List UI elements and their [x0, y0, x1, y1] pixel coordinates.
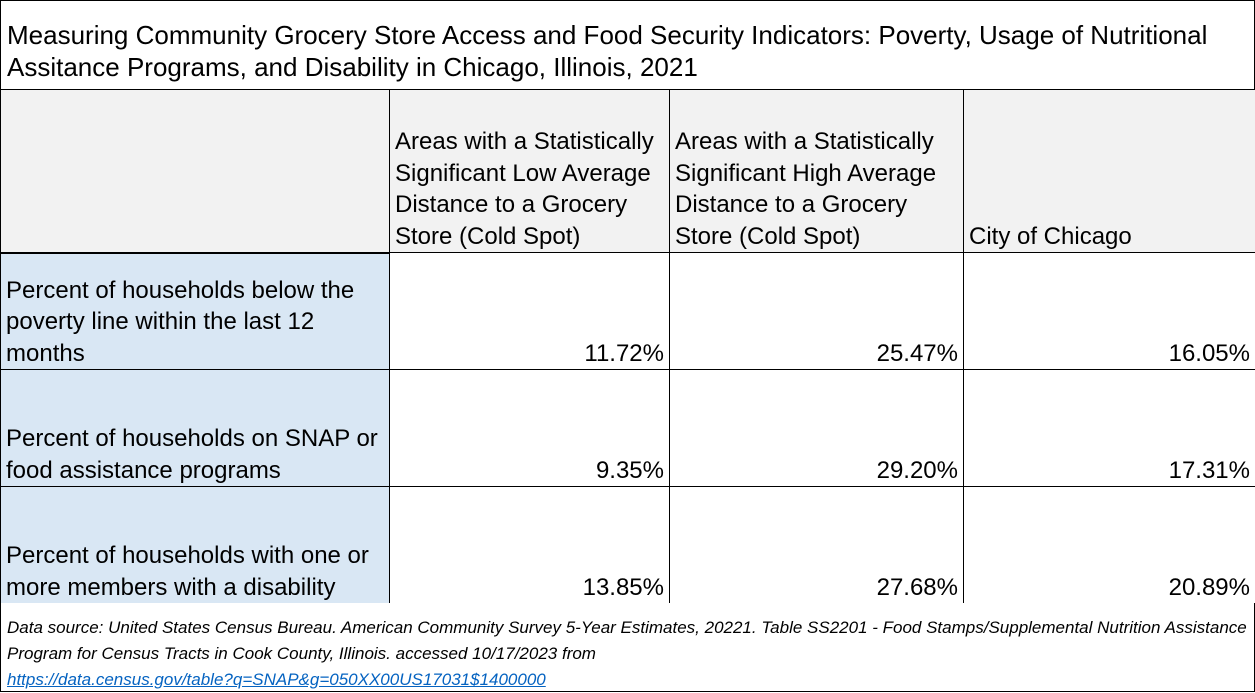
cell-value: 27.68% [670, 487, 964, 604]
census-data-link[interactable]: https://data.census.gov/table?q=SNAP&g=0… [7, 670, 546, 689]
row-label-snap: Percent of households on SNAP or food as… [1, 370, 390, 487]
row-label-poverty: Percent of households below the poverty … [1, 253, 390, 370]
footnote-text: Data source: United States Census Bureau… [7, 618, 1247, 663]
data-source-footnote: Data source: United States Census Bureau… [0, 603, 1255, 692]
data-table: Areas with a Statistically Significant L… [0, 89, 1255, 604]
row-label-disability: Percent of households with one or more m… [1, 487, 390, 604]
cell-value: 16.05% [964, 253, 1255, 370]
column-header-low-distance: Areas with a Statistically Significant L… [390, 90, 670, 253]
table-row: Percent of households with one or more m… [1, 487, 1255, 604]
cell-value: 17.31% [964, 370, 1255, 487]
cell-value: 11.72% [390, 253, 670, 370]
header-corner-cell [1, 90, 390, 253]
table-row: Percent of households on SNAP or food as… [1, 370, 1255, 487]
cell-value: 13.85% [390, 487, 670, 604]
cell-value: 25.47% [670, 253, 964, 370]
column-header-city: City of Chicago [964, 90, 1255, 253]
table-row: Percent of households below the poverty … [1, 253, 1255, 370]
cell-value: 29.20% [670, 370, 964, 487]
table-title: Measuring Community Grocery Store Access… [0, 0, 1255, 90]
cell-value: 9.35% [390, 370, 670, 487]
cell-value: 20.89% [964, 487, 1255, 604]
column-header-high-distance: Areas with a Statistically Significant H… [670, 90, 964, 253]
header-row: Areas with a Statistically Significant L… [1, 90, 1255, 253]
